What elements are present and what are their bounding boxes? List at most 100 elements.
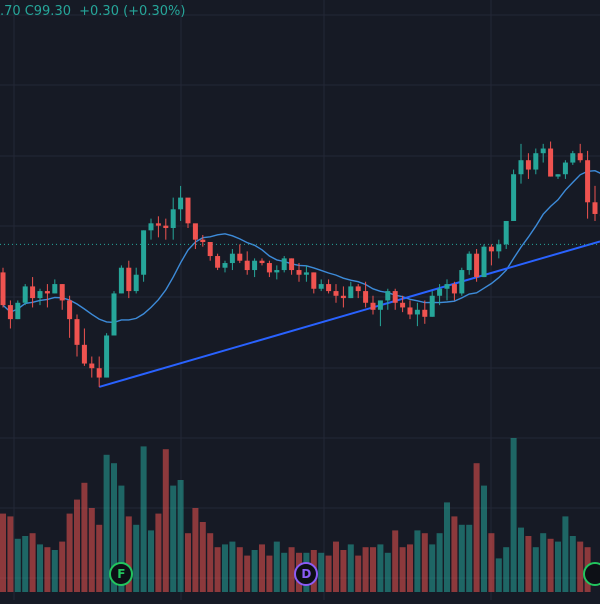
candle-body [297, 270, 302, 275]
volume-bar [148, 530, 154, 592]
candle-body [526, 160, 531, 169]
candle-body [260, 261, 265, 263]
legend-close-value: 99.30 [34, 4, 71, 19]
volume-bar [22, 536, 28, 592]
volume-bar [74, 500, 80, 592]
candle-body [38, 291, 43, 298]
volume-bar [318, 553, 324, 592]
volume-bar [540, 533, 546, 592]
candle-body [563, 163, 568, 175]
volume-bar [355, 556, 361, 592]
candle-body [126, 268, 131, 291]
volume-bar [52, 550, 58, 592]
candle-body [15, 303, 20, 319]
candle-body [8, 305, 13, 319]
volume-bar [414, 530, 420, 592]
candle-body [1, 272, 6, 305]
candle-body [208, 242, 213, 256]
volume-bar [562, 516, 568, 592]
trendline-drawing[interactable] [99, 241, 600, 387]
candle-body [163, 226, 168, 228]
candle-body [408, 307, 413, 314]
candle-body [82, 345, 87, 364]
volume-bar [451, 516, 457, 592]
volume-bar [555, 542, 561, 592]
candle-body [363, 291, 368, 303]
candle-body [193, 223, 198, 239]
candle-body [496, 244, 501, 251]
volume-bar [340, 550, 346, 592]
volume-bar [363, 547, 369, 592]
candle-body [186, 198, 191, 224]
candle-body [289, 258, 294, 270]
candle-body [467, 254, 472, 270]
volume-bar [229, 542, 235, 592]
volume-bar [281, 553, 287, 592]
candle-body [141, 230, 146, 274]
financials-event-marker[interactable] [583, 562, 600, 586]
candle-body [230, 254, 235, 263]
candle-body [371, 303, 376, 310]
candle-body [112, 293, 117, 335]
candle-body [482, 247, 487, 277]
volume-bar [266, 556, 272, 592]
volume-bar [407, 544, 413, 592]
candle-body [245, 261, 250, 270]
candle-body [326, 284, 331, 291]
volume-bar [400, 547, 406, 592]
volume-bar [59, 542, 65, 592]
volume-bar [89, 508, 95, 592]
candle-body [60, 284, 65, 300]
trendline[interactable] [99, 241, 600, 387]
candle-body [400, 303, 405, 308]
candle-body [319, 284, 324, 289]
candle-body [341, 296, 346, 298]
volume-bar [163, 449, 169, 592]
candle-body [415, 310, 420, 315]
volume-bar [170, 486, 176, 592]
volume-bar [141, 446, 147, 592]
volume-bar [444, 502, 450, 592]
volume-bar [222, 544, 228, 592]
volume-bar [274, 542, 280, 592]
candle-body [97, 368, 102, 377]
volume-bar [392, 530, 398, 592]
candle-body [134, 275, 139, 291]
volume-bar [518, 528, 524, 592]
volume-bar [81, 483, 87, 592]
volume-bar [15, 539, 21, 592]
candle-body [385, 291, 390, 300]
volume-bar [185, 533, 191, 592]
candle-body [282, 258, 287, 270]
volume-bar [548, 539, 554, 592]
candle-body [474, 254, 479, 277]
volume-bar [192, 508, 198, 592]
volume-bar [525, 536, 531, 592]
candle-body [30, 286, 35, 298]
candle-body [67, 300, 72, 319]
candle-body [156, 223, 161, 225]
volume-bar [503, 547, 509, 592]
volume-bar [207, 533, 213, 592]
candle-body [252, 261, 257, 270]
volume-bar [237, 547, 243, 592]
candle-body [348, 286, 353, 298]
candle-body [171, 209, 176, 228]
volume-bar [496, 558, 502, 592]
candle-body [489, 247, 494, 252]
candle-body [45, 291, 50, 293]
volume-bar [459, 525, 465, 592]
volume-bar [7, 516, 13, 592]
candle-body [89, 364, 94, 369]
candle-body [274, 270, 279, 272]
candle-body [459, 270, 464, 293]
candle-body [104, 335, 109, 377]
legend-prev-value: .70 [0, 4, 21, 19]
volume-bar [155, 514, 161, 592]
candle-body [430, 296, 435, 317]
volume-bar [511, 438, 517, 592]
candle-body [570, 153, 575, 162]
